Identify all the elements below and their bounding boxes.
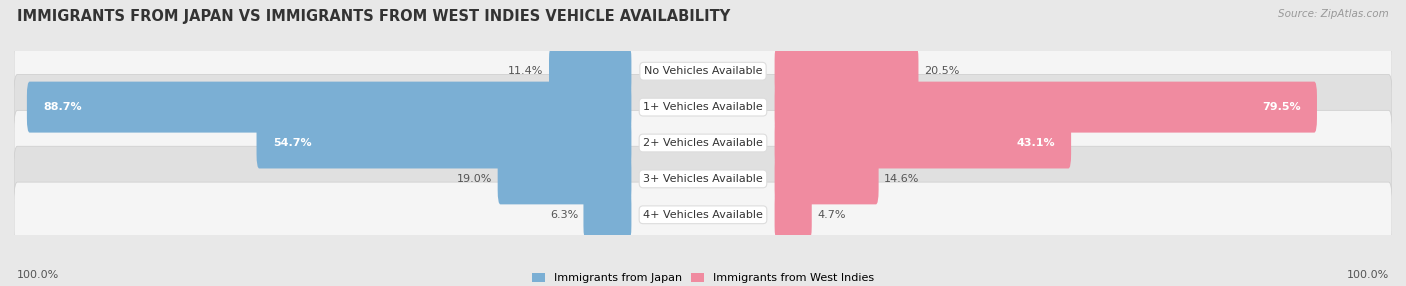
FancyBboxPatch shape: [775, 82, 1317, 133]
Text: 100.0%: 100.0%: [17, 270, 59, 280]
FancyBboxPatch shape: [14, 182, 1392, 247]
Text: 4+ Vehicles Available: 4+ Vehicles Available: [643, 210, 763, 220]
Text: 19.0%: 19.0%: [457, 174, 492, 184]
Text: 79.5%: 79.5%: [1263, 102, 1301, 112]
Text: 100.0%: 100.0%: [1347, 270, 1389, 280]
Text: IMMIGRANTS FROM JAPAN VS IMMIGRANTS FROM WEST INDIES VEHICLE AVAILABILITY: IMMIGRANTS FROM JAPAN VS IMMIGRANTS FROM…: [17, 9, 730, 23]
Text: 4.7%: 4.7%: [817, 210, 845, 220]
FancyBboxPatch shape: [14, 146, 1392, 212]
Text: No Vehicles Available: No Vehicles Available: [644, 66, 762, 76]
Text: 88.7%: 88.7%: [44, 102, 82, 112]
Text: 3+ Vehicles Available: 3+ Vehicles Available: [643, 174, 763, 184]
FancyBboxPatch shape: [498, 153, 631, 204]
Text: 43.1%: 43.1%: [1017, 138, 1054, 148]
Text: Source: ZipAtlas.com: Source: ZipAtlas.com: [1278, 9, 1389, 19]
FancyBboxPatch shape: [14, 39, 1392, 104]
Text: 2+ Vehicles Available: 2+ Vehicles Available: [643, 138, 763, 148]
FancyBboxPatch shape: [583, 189, 631, 240]
Text: 54.7%: 54.7%: [273, 138, 311, 148]
FancyBboxPatch shape: [14, 74, 1392, 140]
Text: 20.5%: 20.5%: [924, 66, 959, 76]
Legend: Immigrants from Japan, Immigrants from West Indies: Immigrants from Japan, Immigrants from W…: [527, 268, 879, 286]
FancyBboxPatch shape: [775, 46, 918, 97]
Text: 1+ Vehicles Available: 1+ Vehicles Available: [643, 102, 763, 112]
FancyBboxPatch shape: [548, 46, 631, 97]
FancyBboxPatch shape: [27, 82, 631, 133]
FancyBboxPatch shape: [775, 153, 879, 204]
FancyBboxPatch shape: [14, 110, 1392, 176]
Text: 6.3%: 6.3%: [550, 210, 578, 220]
FancyBboxPatch shape: [256, 118, 631, 168]
Text: 11.4%: 11.4%: [508, 66, 544, 76]
FancyBboxPatch shape: [775, 189, 811, 240]
FancyBboxPatch shape: [775, 118, 1071, 168]
Text: 14.6%: 14.6%: [884, 174, 920, 184]
